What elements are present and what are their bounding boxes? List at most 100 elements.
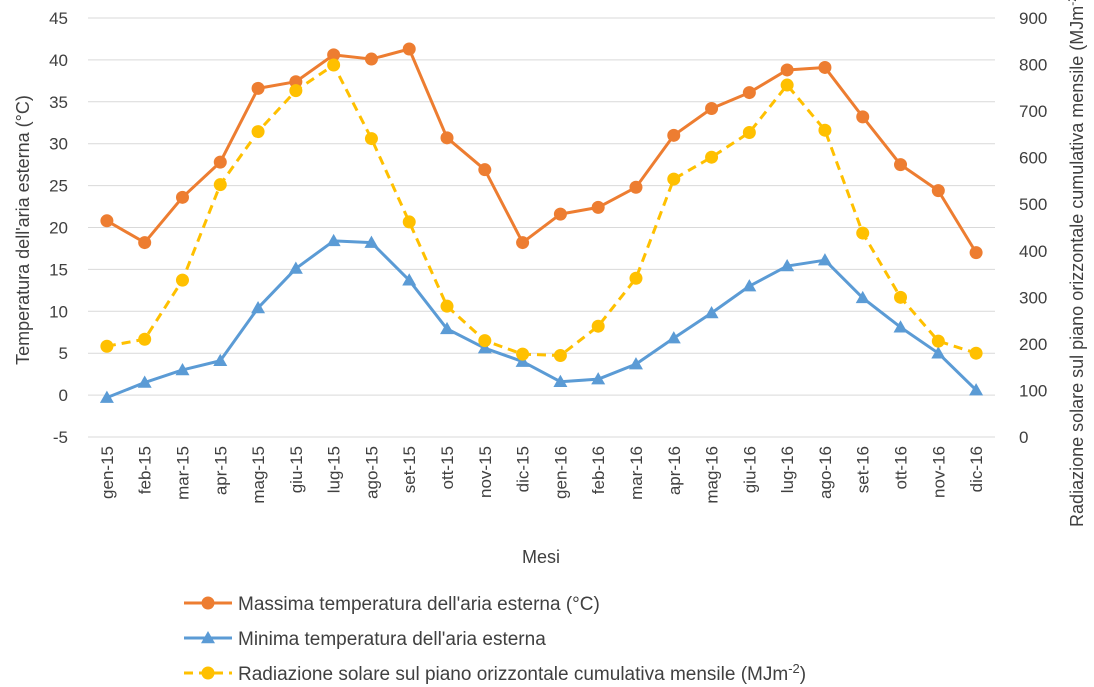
legend-item: Massima temperatura dell'aria esterna (°… [184, 594, 600, 615]
data-point [288, 261, 303, 274]
series-line [106, 239, 978, 400]
legend-item: Radiazione solare sul piano orizzontale … [184, 661, 806, 685]
data-point [553, 349, 567, 363]
data-point [402, 273, 417, 286]
data-point [780, 259, 795, 272]
y-right-tick-label: 0 [1019, 428, 1028, 447]
data-point [175, 273, 189, 287]
data-point [667, 128, 681, 142]
data-point [894, 290, 908, 304]
data-point [817, 253, 832, 266]
x-tick-label: dic-16 [967, 446, 986, 492]
data-point [477, 341, 492, 354]
x-tick-label: nov-16 [929, 446, 948, 498]
series-2 [100, 58, 983, 363]
data-point [100, 214, 114, 228]
data-point [818, 123, 832, 137]
data-point [742, 279, 757, 292]
data-point [213, 178, 227, 192]
data-point [364, 235, 379, 248]
data-point [327, 48, 341, 62]
data-point [893, 320, 908, 333]
data-point [440, 321, 455, 335]
x-tick-label: ott-15 [438, 446, 457, 489]
y-right-tick-label: 400 [1019, 242, 1047, 261]
y-axis-left-title: Temperatura dell'aria esterna (°C) [13, 95, 33, 365]
data-point [175, 190, 189, 204]
x-tick-label: giu-16 [740, 446, 759, 493]
data-point [213, 353, 228, 366]
data-point [628, 357, 643, 370]
data-point [855, 290, 870, 304]
data-point [931, 184, 945, 198]
x-axis-ticks: gen-15 feb-15 mar-15 apr-15 mag-15 giu-15 lug-… [98, 446, 986, 504]
x-tick-label: lug-15 [325, 446, 344, 493]
x-tick-label: nov-15 [476, 446, 495, 498]
left-axis-ticks: -5 0 5 10 15 20 25 30 35 40 45 [49, 9, 68, 447]
x-tick-label: feb-16 [589, 446, 608, 494]
data-point [931, 334, 945, 348]
data-point [138, 236, 152, 250]
y-right-tick-label: 900 [1019, 9, 1047, 28]
x-tick-label: ago-15 [362, 446, 381, 499]
data-point [201, 596, 215, 610]
x-tick-label: set-15 [400, 446, 419, 493]
y-right-tick-label: 100 [1019, 381, 1047, 400]
data-point [705, 102, 719, 116]
x-tick-label: mar-16 [627, 446, 646, 500]
data-point [629, 180, 643, 194]
x-tick-label: ago-16 [816, 446, 835, 499]
series-0 [100, 42, 983, 260]
x-tick-label: mar-15 [173, 446, 192, 500]
data-point [175, 362, 190, 376]
data-point [100, 339, 114, 353]
data-point [780, 78, 794, 92]
x-tick-label: dic-15 [514, 446, 533, 492]
legend-label: Massima temperatura dell'aria esterna (°… [238, 594, 600, 615]
y-left-tick-label: 0 [59, 386, 68, 405]
y-left-tick-label: -5 [53, 428, 68, 447]
y-left-tick-label: 20 [49, 219, 68, 238]
y-left-tick-label: 25 [49, 177, 68, 196]
x-tick-label: gen-15 [98, 446, 117, 499]
data-point [402, 42, 416, 56]
x-tick-label: set-16 [854, 446, 873, 493]
x-tick-label: apr-15 [211, 446, 230, 495]
series-layer [99, 42, 984, 403]
data-point [704, 305, 719, 319]
data-point [667, 172, 681, 186]
legend-label: Minima temperatura dell'aria esterna [238, 629, 546, 650]
legend: Massima temperatura dell'aria esterna (°… [184, 594, 806, 685]
data-point [201, 666, 215, 680]
data-point [201, 631, 215, 644]
legend-item: Minima temperatura dell'aria esterna [184, 629, 546, 650]
data-point [969, 246, 983, 260]
data-point [137, 375, 152, 388]
data-point [440, 131, 454, 145]
data-point [742, 86, 756, 100]
data-point [516, 347, 530, 361]
y-left-tick-label: 40 [49, 51, 68, 70]
data-point [629, 271, 643, 285]
data-point [818, 60, 832, 74]
series-line [106, 63, 977, 358]
data-point [553, 374, 568, 387]
data-point [856, 226, 870, 240]
data-point [931, 346, 946, 359]
data-point [705, 150, 719, 164]
y-right-tick-label: 500 [1019, 195, 1047, 214]
y-left-tick-label: 15 [49, 260, 68, 279]
data-point [742, 126, 756, 140]
data-point [251, 300, 266, 314]
data-point [478, 163, 492, 177]
x-tick-label: mag-15 [249, 446, 268, 504]
y-left-tick-label: 5 [59, 344, 68, 363]
y-right-tick-label: 700 [1019, 102, 1047, 121]
y-right-tick-label: 600 [1019, 149, 1047, 168]
x-tick-label: lug-16 [778, 446, 797, 493]
data-point [251, 81, 265, 95]
y-left-tick-label: 45 [49, 9, 68, 28]
data-point [894, 158, 908, 172]
y-left-tick-label: 35 [49, 93, 68, 112]
